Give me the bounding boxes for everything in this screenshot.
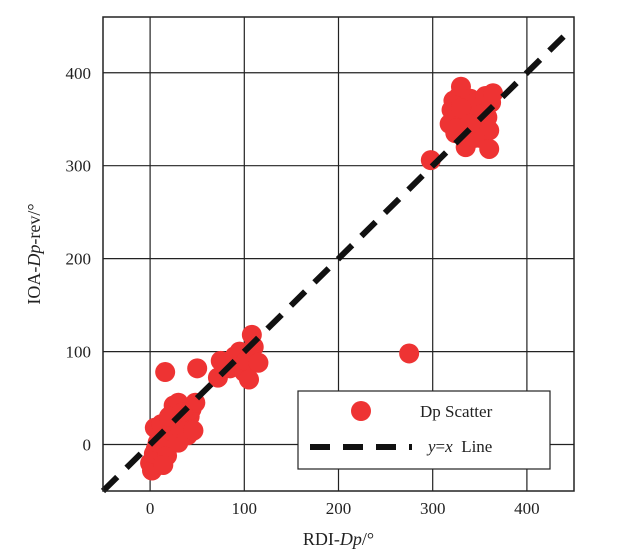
legend-scatter-label: Dp Scatter: [420, 402, 493, 421]
y-tick-label: 400: [66, 64, 92, 83]
x-tick-labels: 0 100 200 300 400: [146, 499, 540, 518]
scatter-point: [460, 113, 481, 134]
data-layer: [100, 28, 572, 494]
scatter-point: [183, 420, 204, 441]
y-axis-label: IOA-Dp-rev/°: [24, 203, 44, 304]
scatter-point: [153, 454, 174, 475]
scatter-point: [187, 358, 208, 379]
y-tick-label: 300: [66, 157, 92, 176]
x-tick-label: 300: [420, 499, 446, 518]
legend-line-label: y=x Line: [426, 437, 492, 456]
y-tick-labels: 0 100 200 300 400: [66, 64, 92, 455]
y-tick-label: 200: [66, 250, 92, 269]
scatter-point: [399, 343, 420, 364]
x-tick-label: 200: [326, 499, 352, 518]
plot-frame: [102, 16, 575, 492]
reference-line-y-equals-x: [100, 28, 572, 494]
y-tick-label: 0: [83, 436, 92, 455]
y-tick-label: 100: [66, 343, 92, 362]
scatter-point: [155, 362, 176, 383]
legend: Dp Scatter y=x Line: [297, 390, 551, 470]
scatter-point: [450, 98, 471, 119]
x-axis-label: RDI-Dp/°: [303, 529, 374, 549]
x-tick-label: 100: [232, 499, 258, 518]
x-tick-label: 0: [146, 499, 155, 518]
x-tick-label: 400: [514, 499, 540, 518]
scatter-point: [479, 138, 500, 159]
legend-box: [297, 390, 551, 470]
scatter-point: [243, 336, 264, 357]
scatter-point: [248, 352, 269, 373]
scatter-point: [482, 83, 503, 104]
scatter-point: [239, 369, 260, 390]
legend-scatter-marker: [351, 401, 371, 421]
